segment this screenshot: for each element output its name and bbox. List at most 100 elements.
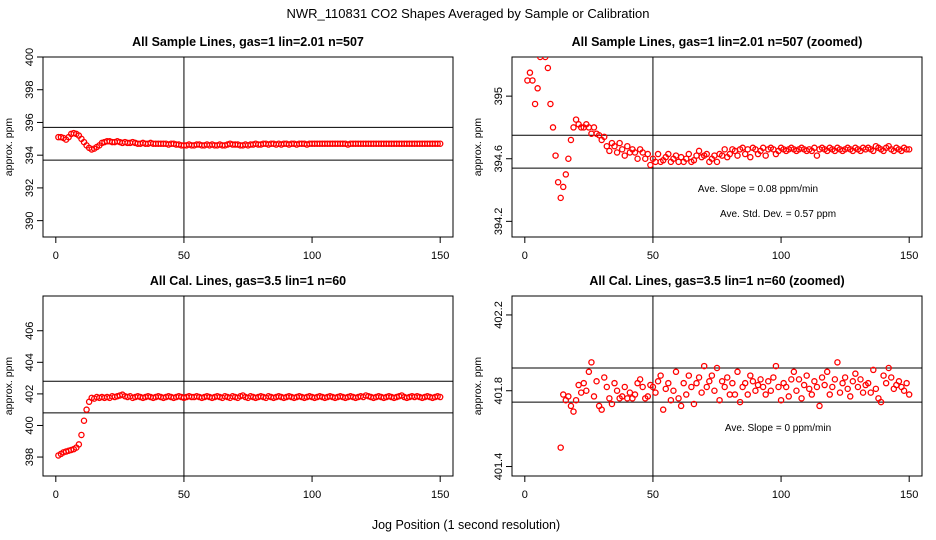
data-point — [823, 368, 831, 376]
x-tick-label: 50 — [647, 489, 659, 501]
y-tick-label: 400 — [24, 48, 36, 66]
chart-panel-1: All Sample Lines, gas=1 lin=2.01 n=507 0 5… — [3, 35, 454, 262]
data-point — [606, 147, 613, 155]
data-point — [698, 389, 705, 396]
data-point — [872, 385, 880, 393]
data-point — [688, 383, 695, 391]
data-point — [80, 417, 88, 424]
x-tick-label: 100 — [772, 250, 790, 262]
data-point — [588, 359, 595, 366]
y-tick-label: 394.6 — [493, 145, 505, 173]
data-point — [695, 147, 703, 155]
figure-x-axis-label: Jog Position (1 second resolution) — [372, 518, 560, 532]
data-point — [672, 368, 680, 376]
data-point — [762, 391, 769, 398]
plot-frame — [511, 295, 923, 477]
data-point — [667, 396, 675, 404]
data-point — [713, 158, 721, 166]
data-point — [529, 77, 536, 84]
data-point — [690, 157, 698, 164]
data-point — [762, 152, 769, 159]
data-point — [744, 391, 752, 398]
data-point — [601, 374, 608, 381]
data-point — [831, 376, 839, 383]
data-point — [534, 85, 541, 92]
x-tick-label: 150 — [900, 250, 918, 262]
data-point — [777, 396, 785, 404]
data-point — [570, 408, 577, 415]
data-point — [644, 150, 652, 158]
data-point — [567, 402, 575, 410]
data-point — [647, 161, 654, 169]
y-tick-label: 394 — [24, 146, 36, 164]
y-tick-label: 402.2 — [493, 301, 505, 329]
data-point — [670, 387, 677, 394]
data-series — [524, 57, 913, 202]
data-point — [759, 383, 767, 391]
data-point — [706, 378, 713, 385]
data-point — [903, 379, 910, 387]
panel-annotation: Ave. Slope = 0 ppm/min — [725, 423, 831, 434]
data-point — [654, 378, 662, 385]
data-point — [649, 383, 657, 391]
data-point — [821, 381, 828, 389]
data-point — [626, 389, 634, 396]
y-tick-label: 401.8 — [493, 377, 505, 405]
data-point — [560, 183, 567, 191]
data-point — [611, 142, 618, 150]
data-point — [903, 146, 910, 153]
panel-annotation: Ave. Std. Dev. = 0.57 ppm — [720, 209, 836, 220]
data-point — [572, 116, 580, 123]
data-point — [549, 124, 557, 131]
data-point — [631, 149, 639, 156]
data-point — [590, 393, 598, 400]
data-point — [726, 391, 734, 398]
y-tick-label: 398 — [24, 81, 36, 99]
data-point — [905, 391, 913, 398]
data-point — [859, 389, 867, 396]
data-point — [736, 398, 744, 406]
data-point — [601, 133, 608, 141]
data-point — [808, 391, 816, 398]
data-point — [654, 150, 662, 158]
y-axis-label: approx. ppm — [472, 118, 484, 177]
y-tick-label: 398 — [24, 448, 36, 466]
data-point — [754, 381, 762, 389]
y-tick-label: 406 — [24, 322, 36, 340]
data-series — [557, 359, 913, 451]
y-tick-label: 390 — [24, 211, 36, 229]
data-point — [677, 402, 685, 410]
data-point — [621, 383, 629, 391]
data-point — [747, 153, 754, 161]
plot-frame — [42, 56, 454, 238]
data-point — [436, 393, 444, 401]
data-point — [905, 146, 913, 153]
data-point — [744, 146, 752, 153]
data-point — [757, 376, 764, 383]
data-point — [816, 402, 823, 410]
data-point — [721, 383, 728, 391]
data-point — [621, 152, 629, 159]
data-point — [577, 124, 585, 131]
data-point — [741, 150, 749, 158]
data-point — [726, 150, 734, 158]
data-point — [585, 368, 593, 376]
chart-panels: All Sample Lines, gas=1 lin=2.01 n=507 0 5… — [3, 35, 923, 501]
data-point — [565, 393, 572, 400]
data-point — [560, 391, 567, 398]
data-point — [849, 378, 857, 385]
data-point — [542, 57, 549, 61]
data-point — [659, 406, 667, 413]
data-point — [785, 393, 793, 400]
data-point — [524, 77, 531, 84]
data-point — [877, 398, 885, 406]
data-point — [631, 391, 639, 398]
data-point — [852, 370, 859, 377]
x-tick-label: 0 — [53, 489, 59, 501]
x-tick-label: 0 — [53, 250, 59, 262]
data-point — [83, 406, 90, 413]
data-point — [836, 389, 844, 396]
data-point — [577, 389, 585, 396]
data-point — [734, 368, 741, 376]
data-point — [436, 140, 444, 147]
